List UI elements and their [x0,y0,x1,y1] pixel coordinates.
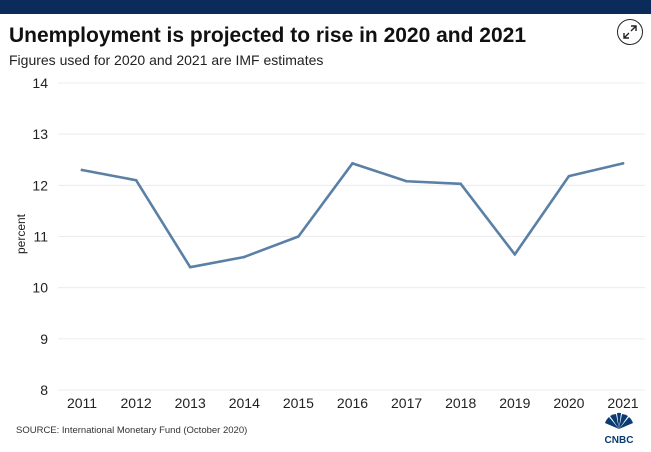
y-tick-label: 8 [40,382,48,398]
x-tick-label: 2015 [283,395,314,411]
data-point [80,168,84,172]
y-axis-label: percent [14,213,28,254]
cnbc-logo-text: CNBC [605,435,634,446]
data-point [459,182,463,186]
y-tick-label: 12 [32,177,48,193]
y-tick-label: 11 [33,229,48,245]
chart-subtitle: Figures used for 2020 and 2021 are IMF e… [9,52,324,68]
data-point [297,235,300,238]
data-point [243,255,246,259]
x-tick-label: 2020 [553,395,584,411]
x-tick-label: 2021 [607,395,638,411]
x-tick-label: 2014 [229,395,260,411]
chart-title: Unemployment is projected to rise in 202… [9,24,527,47]
top-accent-bar [0,0,651,14]
data-point [405,179,408,183]
data-point [134,178,138,182]
data-point [351,162,354,165]
y-tick-label: 10 [32,280,48,296]
data-point [513,253,517,256]
y-tick-label: 14 [32,75,48,91]
x-tick-label: 2016 [337,395,368,411]
x-tick-label: 2019 [499,395,530,411]
cnbc-logo: CNBC [597,410,641,446]
x-tick-label: 2012 [121,395,152,411]
expand-button[interactable] [617,19,643,45]
data-point [188,265,192,269]
data-point [621,162,625,165]
series-line [80,162,625,269]
y-tick-label: 13 [32,126,48,142]
x-tick-label: 2018 [445,395,476,411]
y-tick-label: 9 [40,331,48,347]
expand-arrows-icon [623,25,637,39]
x-tick-label: 2011 [67,395,97,411]
data-point [567,174,571,178]
x-tick-label: 2017 [391,395,422,411]
x-tick-label: 2013 [175,395,206,411]
source-note: SOURCE: International Monetary Fund (Oct… [16,425,248,436]
